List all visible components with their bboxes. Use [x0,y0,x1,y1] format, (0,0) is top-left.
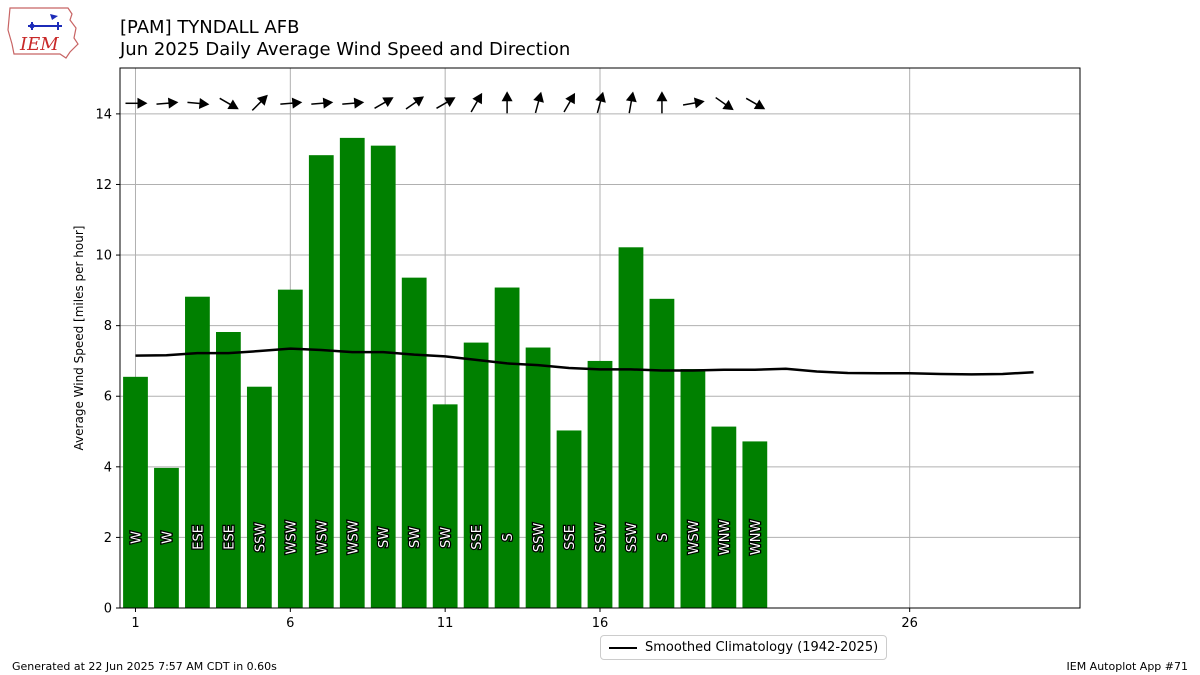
direction-label: SW [408,527,423,548]
x-tick-label: 11 [437,616,454,631]
bar [494,287,520,608]
wind-arrow [656,91,668,114]
bar [154,467,179,608]
wind-arrow [187,97,210,109]
y-tick-label: 14 [95,107,112,122]
climatology-line [135,347,1034,376]
bar [742,441,768,608]
bar [277,289,303,608]
wind-arrow [374,97,394,109]
direction-label: ESE [191,525,206,550]
bar [401,277,427,608]
y-axis-label: Average Wind Speed [miles per hour] [72,226,86,451]
wind-arrow [219,97,239,110]
wind-arrow [533,91,544,114]
chart-title: [PAM] TYNDALL AFB [120,17,300,38]
x-tick-label: 6 [286,616,294,631]
bar [339,137,365,608]
x-tick-label: 26 [901,616,918,631]
wind-arrow [715,96,734,111]
generated-timestamp: Generated at 22 Jun 2025 7:57 AM CDT in … [12,660,277,673]
bar [587,360,613,608]
bar [308,155,334,609]
wind-arrow [595,91,606,114]
direction-label: WNW [718,520,733,556]
wind-arrow [625,91,637,114]
direction-label: SSW [625,523,640,553]
wind-arrow [251,94,268,111]
logo-text: IEM [19,34,59,55]
direction-label: SSE [470,525,485,550]
bar [432,404,458,608]
chart-subtitle: Jun 2025 Daily Average Wind Speed and Di… [120,39,571,60]
bar [525,347,551,608]
wind-arrow [470,92,483,113]
bar [711,426,737,608]
x-tick-label: 16 [592,616,609,631]
direction-label: SW [377,527,392,548]
weather-dot-icon [29,23,35,29]
direction-label: SSW [594,523,609,553]
y-tick-label: 2 [104,531,112,546]
chart-legend: Smoothed Climatology (1942-2025) [600,635,888,660]
y-tick-label: 8 [104,319,112,334]
direction-label: WNW [749,520,764,556]
wind-arrow [501,91,513,114]
bar [649,298,675,608]
direction-label: WSW [346,520,361,554]
wind-arrow [745,97,766,110]
legend-label: Smoothed Climatology (1942-2025) [645,640,879,655]
direction-label: S [501,533,516,541]
direction-labels: W W ESE ESE SSW WSW WSW WSW SW SW SW SSE S SSW SSE SSW S… [128,518,765,556]
wind-arrow [563,92,576,113]
direction-label: SSE [563,525,578,550]
wind-flag-icon [50,14,58,20]
direction-label: SSW [253,523,268,553]
bar [216,332,241,608]
direction-label: WSW [315,520,330,554]
app-credit: IEM Autoplot App #71 [1066,660,1189,673]
bar [680,369,706,608]
wind-arrow [156,97,179,109]
direction-label: WSW [284,520,299,554]
wind-arrow [436,97,456,109]
wind-arrow [405,96,425,110]
y-tick-label: 4 [104,460,112,475]
bar [556,430,582,608]
bar [463,342,489,608]
wind-arrow [125,97,148,109]
iem-logo: IEM [7,7,79,59]
climatology-series [135,347,1034,376]
bar [246,386,272,608]
bar [370,145,396,608]
direction-label: W [160,531,175,544]
bar [618,247,644,608]
bar [123,376,148,608]
bar [185,296,210,608]
wind-arrow [311,97,334,109]
direction-label: WSW [687,520,702,554]
y-tick-label: 6 [104,390,112,405]
x-tick-label: 1 [131,616,139,631]
y-tick-label: 12 [95,178,112,193]
direction-label: W [129,531,144,544]
legend-line-swatch [609,646,637,649]
y-tick-label: 10 [95,249,112,264]
y-tick-label: 0 [104,602,112,617]
iowa-state-outline-icon [7,7,79,59]
direction-label: S [656,533,671,541]
direction-label: SW [439,527,454,548]
direction-label: SSW [532,523,547,553]
direction-label: ESE [222,525,237,550]
bar-series [123,137,768,609]
wind-arrows [125,91,766,114]
wind-arrow [280,97,303,109]
wind-arrow [342,97,365,109]
wind-arrow [682,97,705,109]
